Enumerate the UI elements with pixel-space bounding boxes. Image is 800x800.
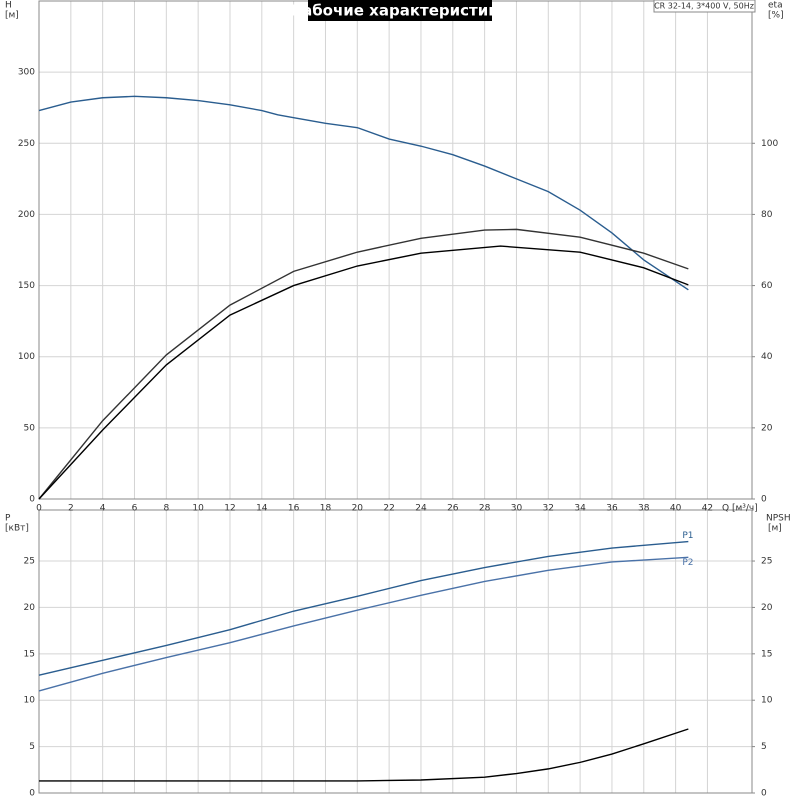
y-tick-label: 0 bbox=[29, 789, 35, 799]
y2-tick-label: 100 bbox=[761, 139, 778, 149]
x-tick-label: 32 bbox=[543, 504, 554, 514]
subtitle: CR 32-14, 3*400 V, 50Hz bbox=[654, 2, 754, 11]
subtitle-box bbox=[653, 0, 756, 13]
x-tick-label: 10 bbox=[192, 504, 204, 514]
plot: 0 5 10 15 20 25 0 5 10 15 20 25 P1 P2 bbox=[24, 509, 773, 799]
x-tick-label: 26 bbox=[447, 504, 459, 514]
y-tick-label: 15 bbox=[24, 649, 35, 659]
y2-tick-label: 10 bbox=[761, 696, 773, 706]
x-tick-label: 16 bbox=[288, 504, 300, 514]
x-tick-label: 34 bbox=[574, 504, 586, 514]
y2-tick-label: 0 bbox=[761, 789, 767, 799]
x-tick-label: 24 bbox=[415, 504, 427, 514]
plot-area bbox=[39, 510, 752, 793]
x-tick-label: 14 bbox=[256, 504, 268, 514]
x-tick-label: 22 bbox=[383, 504, 394, 514]
series-label: P1 bbox=[682, 531, 693, 541]
x-tick-label: 42 bbox=[702, 504, 713, 514]
curve bbox=[38, 540, 689, 676]
x-tick-label: 4 bbox=[100, 504, 106, 514]
x-tick-label: 30 bbox=[511, 504, 523, 514]
y2-tick-label: 20 bbox=[761, 603, 773, 613]
y-tick-label: 150 bbox=[18, 281, 35, 291]
y2-tick-label: 25 bbox=[761, 557, 772, 567]
x-tick-label: 36 bbox=[606, 504, 618, 514]
y-tick-label: 50 bbox=[24, 423, 36, 433]
y-tick-label: 300 bbox=[18, 68, 35, 78]
plot: 0 2 4 6 8 10 12 14 16 18 20 22 24 26 28 30 32 34 36 38 40 420… bbox=[18, 0, 778, 514]
y-tick-label: 20 bbox=[24, 603, 36, 613]
curve bbox=[38, 556, 689, 692]
chart-title: Рабочие характеристики bbox=[291, 2, 509, 20]
y-tick-label: 5 bbox=[29, 742, 35, 752]
y-tick-label: 100 bbox=[18, 352, 35, 362]
plot-area bbox=[39, 1, 752, 499]
y2-tick-label: 0 bbox=[761, 495, 767, 505]
series-label: P2 bbox=[682, 558, 693, 568]
y2-tick-label: 5 bbox=[761, 742, 767, 752]
title-box bbox=[308, 0, 492, 21]
curve bbox=[38, 228, 689, 500]
y2-unit: [м] bbox=[768, 524, 782, 534]
y-unit: [м] bbox=[5, 11, 19, 21]
y-unit: [кВт] bbox=[5, 524, 29, 534]
y-tick-label: 10 bbox=[24, 696, 36, 706]
y-tick-label: 200 bbox=[18, 210, 35, 220]
x-tick-label: 20 bbox=[352, 504, 364, 514]
y2-label: eta bbox=[768, 1, 783, 11]
y2-tick-label: 40 bbox=[761, 352, 773, 362]
y-tick-label: 0 bbox=[29, 495, 35, 505]
x-tick-label: 6 bbox=[132, 504, 138, 514]
x-label: Q [м³/ч] bbox=[722, 504, 758, 514]
y2-tick-label: 60 bbox=[761, 281, 773, 291]
x-tick-label: 12 bbox=[224, 504, 235, 514]
x-tick-label: 2 bbox=[68, 504, 74, 514]
x-tick-label: 38 bbox=[638, 504, 650, 514]
frame bbox=[38, 509, 753, 794]
x-tick-label: 28 bbox=[479, 504, 491, 514]
y-label: H bbox=[5, 1, 12, 11]
y2-tick-label: 80 bbox=[761, 210, 773, 220]
y2-unit: [%] bbox=[768, 11, 784, 21]
curve bbox=[39, 728, 689, 782]
x-tick-label: 40 bbox=[670, 504, 682, 514]
x-tick-label: 8 bbox=[163, 504, 169, 514]
x-tick-label: 18 bbox=[320, 504, 332, 514]
curve bbox=[38, 245, 689, 500]
y-tick-label: 25 bbox=[24, 557, 35, 567]
y2-tick-label: 20 bbox=[761, 423, 773, 433]
y2-label: NPSH bbox=[766, 514, 791, 524]
x-tick-label: 0 bbox=[36, 504, 42, 514]
y-label: P bbox=[5, 514, 11, 524]
y-tick-label: 250 bbox=[18, 139, 35, 149]
curve bbox=[38, 95, 689, 291]
y2-tick-label: 15 bbox=[761, 649, 772, 659]
